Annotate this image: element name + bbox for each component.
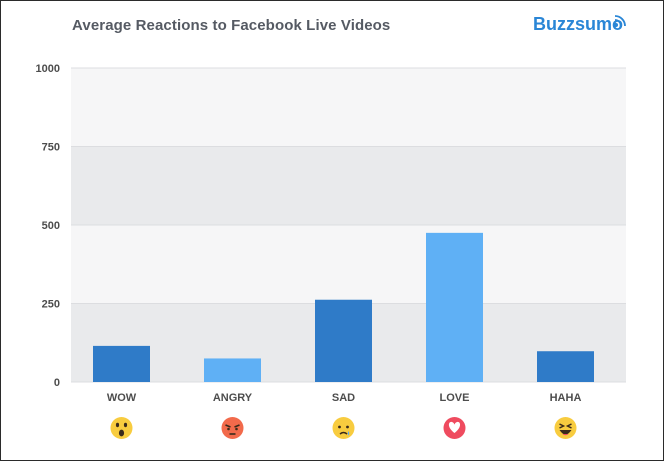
haha-emoji-icon [554, 417, 577, 439]
angry-emoji-icon [221, 417, 244, 439]
x-tick-label: WOW [107, 392, 137, 404]
y-axis: 0 250 500 750 1000 [36, 63, 60, 389]
y-tick-label: 1000 [36, 63, 60, 75]
brand-logo: Buzzsumo [533, 14, 623, 34]
x-tick-label: SAD [332, 392, 355, 404]
x-axis: WOW ANGRY SAD LOVE HAHA [107, 392, 582, 404]
x-tick-label: ANGRY [213, 392, 253, 404]
bar-haha [537, 351, 594, 382]
grid-band [71, 146, 626, 225]
x-tick-label: HAHA [550, 392, 582, 404]
x-tick-label: LOVE [440, 392, 470, 404]
y-tick-label: 250 [42, 299, 60, 311]
wow-emoji-icon [110, 417, 133, 439]
y-tick-label: 0 [54, 377, 60, 389]
y-tick-label: 500 [42, 220, 60, 232]
bar-angry [204, 358, 261, 382]
grid-band [71, 225, 626, 304]
grid-band [71, 68, 626, 147]
bar-love [426, 232, 483, 382]
reaction-icons [110, 417, 577, 439]
y-tick-label: 750 [42, 142, 60, 154]
signal-icon [614, 15, 626, 27]
love-emoji-icon [443, 417, 466, 439]
bars [93, 232, 594, 382]
bar-wow [93, 345, 150, 382]
sad-emoji-icon [332, 417, 355, 439]
chart-title: Average Reactions to Facebook Live Video… [72, 17, 391, 34]
bar-sad [315, 299, 372, 382]
